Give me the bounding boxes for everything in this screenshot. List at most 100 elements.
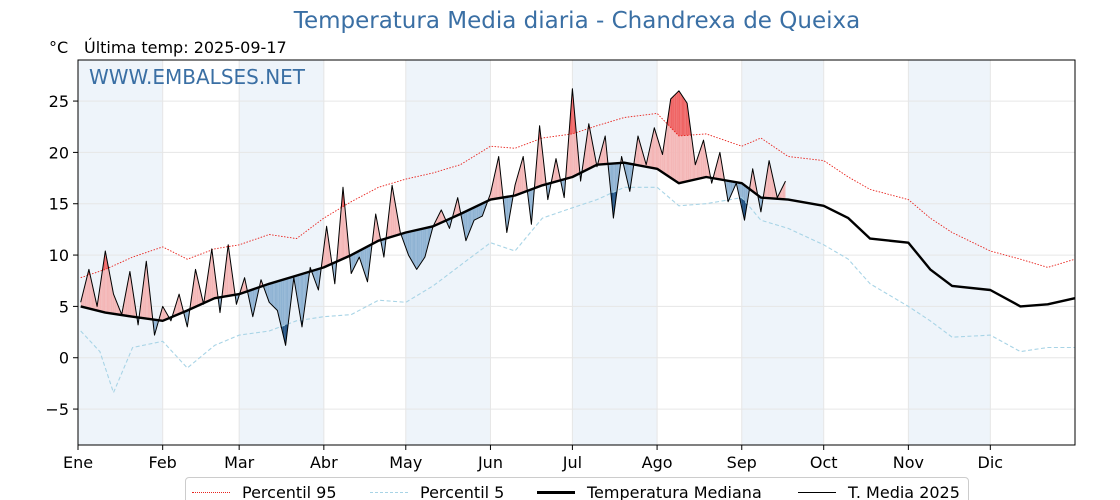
watermark: WWW.EMBALSES.NET [89, 65, 306, 89]
fill-above-median [84, 280, 87, 308]
y-tick-label: 15 [49, 195, 69, 214]
fill-below-median [301, 273, 304, 327]
fill-below-median [277, 280, 279, 317]
fill-above-p95 [676, 92, 678, 135]
fill-above-median [195, 269, 197, 307]
fill-above-median [88, 269, 91, 309]
fill-below-median [730, 181, 733, 196]
month-bands [78, 60, 991, 445]
fill-above-median [497, 156, 499, 199]
fill-above-median [114, 297, 117, 315]
fill-below-median [300, 273, 302, 327]
x-axis: Ene Feb Mar Abr May Jun Jul Ago Sep Oct Nov Dic [63, 445, 1003, 472]
fill-above-median [128, 271, 130, 317]
fill-above-p95 [670, 97, 673, 129]
fill-below-median [420, 228, 423, 264]
fill-below-median [359, 250, 361, 262]
fill-above-p95 [680, 92, 682, 136]
fill-below-median [467, 210, 469, 238]
legend-swatch-p5 [370, 491, 408, 493]
fill-below-median [364, 247, 367, 278]
fill-below-median [276, 281, 278, 311]
fill-below-median [299, 274, 301, 319]
fill-below-median [416, 229, 419, 270]
x-tick-label: Jul [562, 453, 582, 472]
fill-above-median [149, 285, 151, 320]
fill-above-median [655, 132, 658, 169]
fill-below-median [471, 208, 473, 228]
fill-above-median [110, 279, 113, 314]
fill-above-median [754, 176, 756, 194]
fill-above-median [520, 161, 522, 194]
legend: Percentil 95 Percentil 5 Temperatura Med… [185, 477, 969, 500]
y-axis: −5 0 5 10 15 20 25 [45, 92, 78, 419]
fill-above-median [700, 144, 703, 179]
series-line-2025 [80, 88, 786, 346]
fill-above-median [377, 221, 379, 242]
fill-above-median [652, 127, 655, 169]
y-tick-label: 0 [59, 349, 69, 368]
series-line-p95 [80, 112, 1076, 279]
fill-below-median [475, 206, 477, 220]
fill-above-median [521, 156, 524, 193]
legend-item-p5: Percentil 5 [370, 482, 504, 500]
month-band [741, 60, 824, 445]
fill-below-p5 [613, 191, 615, 219]
fill-below-median [403, 232, 405, 244]
fill-above-median [542, 150, 544, 186]
fill-above-median [751, 168, 753, 192]
fill-above-median [658, 141, 660, 171]
fill-below-median [355, 252, 357, 266]
y-tick-label: 5 [59, 297, 69, 316]
y-tick-label: 25 [49, 92, 69, 111]
fill-above-median [568, 125, 570, 179]
fill-below-median [415, 230, 417, 270]
fill-below-median [362, 248, 364, 270]
fill-below-median [409, 231, 412, 260]
fill-below-median [423, 228, 425, 260]
fill-below-median [426, 227, 428, 252]
fill-above-median [590, 130, 592, 169]
x-tick-label: Jun [477, 453, 503, 472]
fill-above-median [539, 125, 541, 187]
unit-label: °C [49, 38, 69, 57]
fill-below-median [465, 210, 468, 241]
fill-below-median [317, 269, 319, 290]
legend-item-p95: Percentil 95 [192, 482, 337, 500]
fill-above-median [770, 166, 772, 199]
fill-above-median [491, 181, 494, 200]
fill-above-p95 [673, 94, 675, 132]
fill-above-median [665, 126, 667, 176]
fill-below-median [469, 208, 472, 231]
fill-below-median [269, 283, 271, 304]
fill-above-median [494, 168, 496, 199]
fill-above-median [164, 308, 166, 321]
fill-below-median [363, 247, 365, 274]
fill-above-median [90, 275, 92, 310]
legend-swatch-median [537, 490, 575, 494]
fill-above-median [127, 278, 129, 317]
fill-above-median [517, 170, 520, 195]
fill-above-median [82, 291, 84, 308]
fill-below-median [255, 288, 257, 305]
fill-above-median [695, 160, 697, 180]
fill-above-median [702, 140, 704, 178]
fill-above-median [206, 276, 208, 302]
legend-swatch-current [798, 491, 836, 493]
fill-below-median [366, 246, 368, 282]
fill-above-median [553, 165, 555, 183]
fill-above-median [769, 160, 771, 199]
fill-above-median [209, 258, 211, 301]
fill-below-median [411, 230, 413, 263]
fill-above-p95 [683, 96, 685, 136]
fill-above-median [210, 248, 212, 301]
fill-below-median [265, 284, 267, 295]
fill-above-median [345, 216, 348, 258]
fill-above-median [696, 156, 699, 180]
fill-above-median [113, 294, 115, 314]
fill-below-median [463, 212, 465, 234]
fill-below-median [726, 180, 729, 202]
fill-above-median [698, 152, 700, 179]
fill-above-median [587, 123, 589, 170]
